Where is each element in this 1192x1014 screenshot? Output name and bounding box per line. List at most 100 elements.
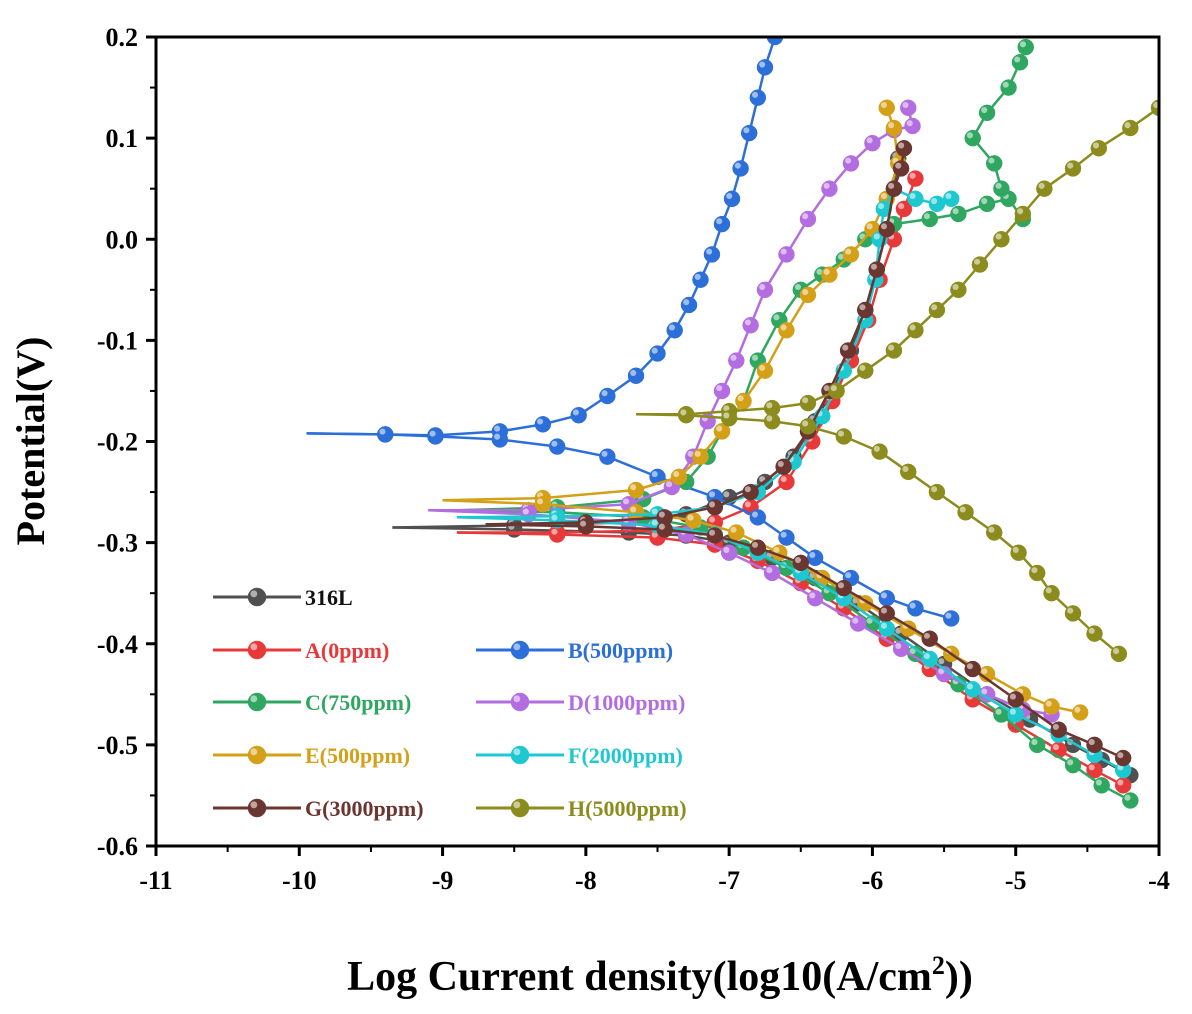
data-point-highlight [902, 101, 909, 109]
series-a-0ppm [456, 170, 1132, 794]
data-point-highlight [923, 213, 930, 220]
tick-labels: -11 -10 -9 -8 -7 -6 -5 -4 0.2 0.1 0.0 -0.1 -0.2 -0.3 -… [97, 23, 1170, 895]
data-point [828, 382, 845, 400]
data-point-highlight [494, 425, 501, 432]
data-point [627, 481, 645, 499]
data-point-highlight [716, 218, 723, 225]
y-tick-label: -0.2 [97, 428, 138, 457]
data-point-highlight [687, 514, 694, 521]
data-point-highlight [938, 658, 945, 665]
data-point-highlight [673, 471, 680, 478]
data-point [1000, 79, 1017, 96]
data-point [821, 266, 838, 283]
data-point-highlight [837, 430, 845, 437]
data-point [978, 104, 996, 122]
data-point [677, 406, 695, 424]
data-point-highlight [1038, 182, 1045, 189]
data-point [878, 605, 896, 622]
data-point-highlight [895, 642, 902, 650]
data-point-highlight [766, 567, 773, 574]
data-point-highlight [780, 476, 787, 483]
data-point-highlight [880, 622, 887, 629]
legend: 316L A(0ppm) B(500ppm) C(750ppm) D(1000ppm) E… [213, 585, 687, 821]
data-point-highlight [802, 213, 809, 220]
data-point [928, 195, 946, 213]
data-point [247, 692, 267, 712]
data-point [706, 498, 724, 516]
data-point-highlight [513, 801, 521, 809]
data-point [921, 650, 938, 668]
data-point [950, 205, 967, 223]
data-point-highlight [1009, 708, 1016, 715]
data-point-highlight [1088, 627, 1095, 634]
data-point [627, 367, 645, 385]
data-point [1028, 736, 1046, 754]
data-point-highlight [823, 268, 830, 275]
legend-item-a-0ppm: A(0ppm) [213, 638, 389, 663]
data-point-highlight [665, 481, 673, 488]
data-point-highlight [1067, 162, 1074, 169]
data-point-highlight [1052, 744, 1059, 751]
data-point [427, 428, 444, 445]
data-point-highlight [842, 344, 849, 351]
data-point-highlight [1052, 723, 1059, 730]
legend-label: H(5000ppm) [568, 796, 687, 821]
data-point-highlight [995, 233, 1002, 240]
data-point-highlight [995, 708, 1002, 715]
data-point [799, 394, 817, 412]
data-point [670, 468, 688, 486]
data-point-highlight [888, 122, 895, 129]
data-point [766, 37, 784, 46]
data-point-highlight [873, 445, 880, 452]
data-point [1028, 564, 1046, 582]
data-point-highlight [773, 314, 780, 321]
data-point-highlight [952, 208, 959, 215]
data-point [756, 362, 774, 379]
data-point [599, 448, 616, 465]
data-point-highlight [909, 648, 916, 655]
data-point [900, 463, 917, 481]
data-point [742, 483, 759, 501]
legend-label: G(3000ppm) [305, 796, 424, 821]
data-point-highlight [878, 203, 885, 210]
data-point [680, 296, 698, 314]
data-point-highlight [880, 101, 887, 109]
data-point-highlight [601, 450, 608, 457]
data-point [732, 160, 749, 177]
data-point [656, 521, 673, 538]
data-point-highlight [513, 748, 521, 756]
data-point [534, 495, 552, 513]
data-point-highlight [687, 450, 694, 457]
data-point-highlight [1088, 764, 1095, 771]
data-point [1014, 205, 1032, 223]
data-point [1086, 625, 1103, 642]
data-point-highlight [766, 415, 773, 422]
legend-label: E(500ppm) [305, 743, 410, 768]
data-point-highlight [759, 61, 766, 68]
data-point [649, 345, 666, 362]
data-point [1007, 691, 1024, 708]
data-point-highlight [1019, 41, 1026, 48]
data-point [806, 589, 824, 607]
data-point-highlight [744, 319, 751, 326]
data-point-highlight [909, 324, 916, 331]
x-tick-label: -6 [862, 866, 884, 895]
data-point [885, 180, 903, 197]
data-point-highlight [780, 324, 787, 331]
data-point-highlight [250, 643, 258, 651]
data-point-highlight [694, 273, 701, 280]
data-point [778, 529, 795, 546]
data-point [921, 210, 938, 228]
data-point [835, 428, 853, 445]
data-point-highlight [522, 508, 529, 515]
data-point-highlight [743, 127, 750, 134]
data-point [878, 620, 896, 637]
data-point [720, 544, 738, 561]
data-point [878, 589, 896, 607]
data-point-highlight [730, 526, 737, 533]
data-point-highlight [751, 91, 759, 98]
x-tick-label: -5 [1005, 866, 1027, 895]
data-point [703, 246, 721, 263]
data-point-highlight [250, 801, 258, 809]
